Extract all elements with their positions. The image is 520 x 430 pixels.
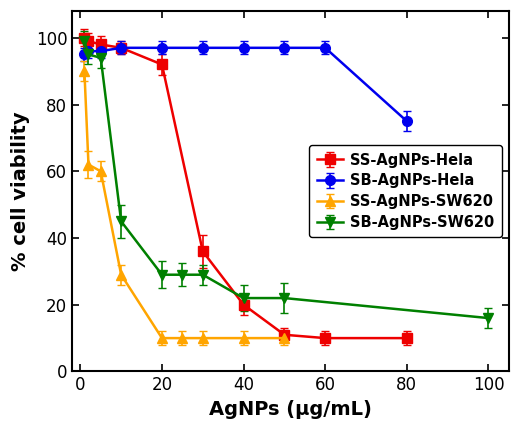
Y-axis label: % cell viability: % cell viability — [11, 111, 30, 271]
X-axis label: AgNPs (μg/mL): AgNPs (μg/mL) — [209, 400, 372, 419]
Legend: SS-AgNPs-Hela, SB-AgNPs-Hela, SS-AgNPs-SW620, SB-AgNPs-SW620: SS-AgNPs-Hela, SB-AgNPs-Hela, SS-AgNPs-S… — [309, 145, 502, 237]
